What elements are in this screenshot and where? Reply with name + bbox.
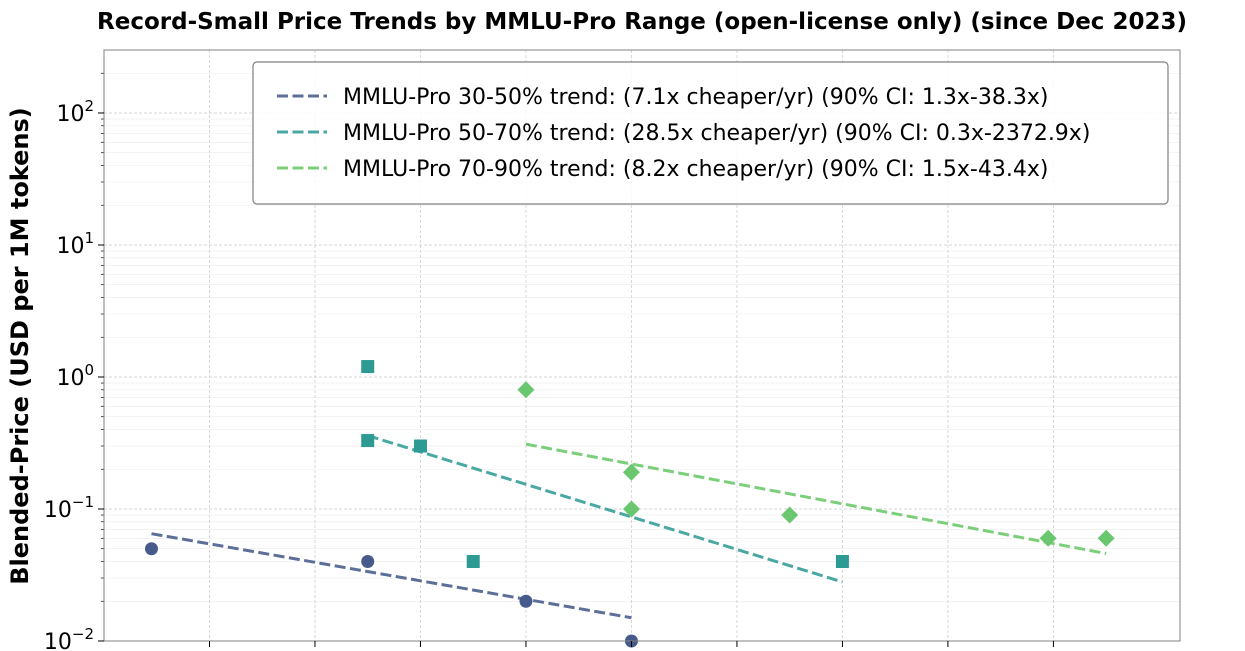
trend-line-1: [151, 532, 632, 620]
point-circle: [519, 594, 533, 608]
legend: MMLU-Pro 30-50% trend: (7.1x cheaper/yr)…: [252, 61, 1169, 205]
legend-label-1: MMLU-Pro 30-50% trend: (7.1x cheaper/yr)…: [343, 85, 1048, 110]
y-axis-label: Blended-Price (USD per 1M tokens): [6, 107, 34, 585]
y-tick-label: 10−2: [44, 625, 94, 651]
y-axis-ticks: 10−2 10−1 100 101 102: [44, 97, 104, 651]
x-axis-ticks: [208, 641, 1054, 647]
point-diamond: [622, 463, 640, 481]
y-tick-label: 100: [56, 361, 94, 391]
point-circle: [144, 542, 158, 556]
legend-label-3: MMLU-Pro 70-90% trend: (8.2x cheaper/yr)…: [343, 157, 1048, 182]
point-square: [835, 555, 849, 569]
point-square: [361, 434, 375, 448]
point-diamond: [622, 500, 640, 518]
point-square: [466, 555, 480, 569]
point-circle: [361, 555, 375, 569]
point-diamond: [1097, 529, 1115, 547]
trend-line-3: [525, 442, 1107, 555]
trend-lines: [151, 434, 1107, 620]
point-square: [361, 360, 375, 374]
y-tick-label: 101: [56, 229, 94, 259]
plot-frame: [103, 49, 1181, 642]
legend-label-2: MMLU-Pro 50-70% trend: (28.5x cheaper/yr…: [343, 121, 1090, 146]
point-diamond: [517, 381, 535, 399]
y-tick-label: 10−1: [44, 493, 94, 523]
legend-box: [252, 61, 1169, 205]
y-tick-label: 102: [56, 97, 94, 127]
point-diamond: [1039, 529, 1057, 547]
point-diamond: [781, 506, 799, 524]
point-square: [413, 439, 427, 453]
data-points: [144, 360, 1115, 648]
chart-title: Record-Small Price Trends by MMLU-Pro Ra…: [97, 9, 1187, 35]
trend-line-2: [367, 434, 843, 584]
